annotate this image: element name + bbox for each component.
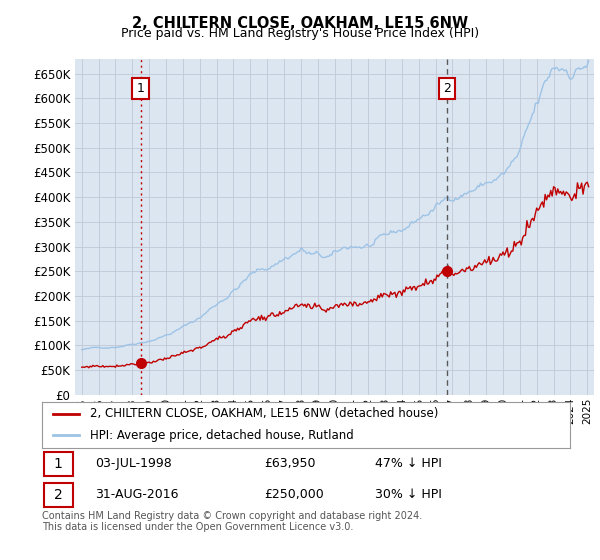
Text: £63,950: £63,950 [264,458,315,470]
Text: 47% ↓ HPI: 47% ↓ HPI [374,458,442,470]
Text: 2: 2 [54,488,62,502]
Text: 1: 1 [53,457,62,471]
Text: HPI: Average price, detached house, Rutland: HPI: Average price, detached house, Rutl… [89,428,353,442]
Text: £250,000: £250,000 [264,488,323,501]
FancyBboxPatch shape [44,483,73,507]
Text: 30% ↓ HPI: 30% ↓ HPI [374,488,442,501]
Text: 03-JUL-1998: 03-JUL-1998 [95,458,172,470]
Text: 31-AUG-2016: 31-AUG-2016 [95,488,178,501]
Text: Price paid vs. HM Land Registry's House Price Index (HPI): Price paid vs. HM Land Registry's House … [121,27,479,40]
Text: 1: 1 [137,82,145,95]
FancyBboxPatch shape [44,452,73,476]
Text: Contains HM Land Registry data © Crown copyright and database right 2024.
This d: Contains HM Land Registry data © Crown c… [42,511,422,533]
Text: 2, CHILTERN CLOSE, OAKHAM, LE15 6NW (detached house): 2, CHILTERN CLOSE, OAKHAM, LE15 6NW (det… [89,407,438,420]
Text: 2, CHILTERN CLOSE, OAKHAM, LE15 6NW: 2, CHILTERN CLOSE, OAKHAM, LE15 6NW [132,16,468,31]
Text: 2: 2 [443,82,451,95]
